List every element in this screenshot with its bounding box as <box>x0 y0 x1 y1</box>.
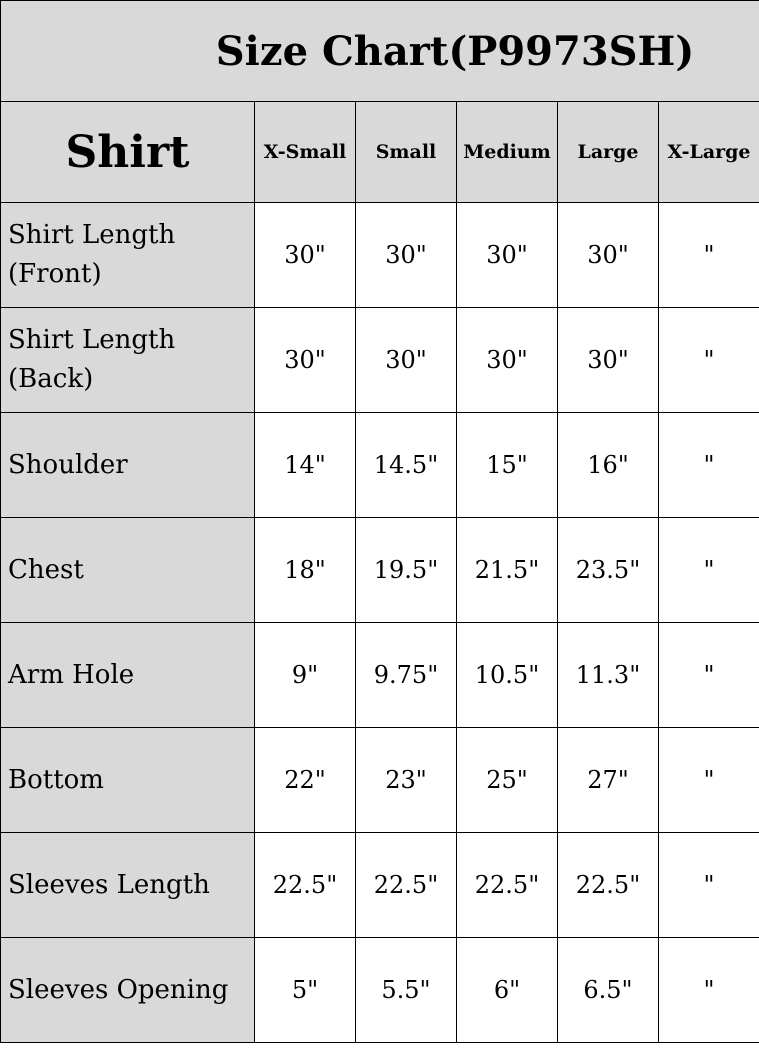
category-header: Shirt <box>0 101 255 203</box>
table-row: Chest 18" 19.5" 21.5" 23.5" " <box>0 517 759 623</box>
label-line: Bottom <box>8 764 104 795</box>
measurement-value: " <box>657 622 759 728</box>
label-line: Sleeves Opening <box>8 974 229 1005</box>
measurement-value: 5.5" <box>355 937 457 1043</box>
table-row: Arm Hole 9" 9.75" 10.5" 11.3" " <box>0 622 759 728</box>
label-line: (Back) <box>8 364 94 394</box>
table-row: Shoulder 14" 14.5" 15" 16" " <box>0 412 759 518</box>
measurement-value: 27" <box>557 727 659 833</box>
measurement-label: Shoulder <box>0 412 255 518</box>
label-line: Shoulder <box>8 449 128 480</box>
measurement-label: Chest <box>0 517 255 623</box>
measurement-label: Shirt Length (Back) <box>0 307 255 413</box>
measurement-value: 23.5" <box>557 517 659 623</box>
measurement-value: 30" <box>456 307 558 413</box>
measurement-label: Arm Hole <box>0 622 255 728</box>
label-line: Chest <box>8 554 84 585</box>
measurement-label: Sleeves Length <box>0 832 255 938</box>
measurement-value: 30" <box>355 202 457 308</box>
size-header: Small <box>355 101 457 203</box>
label-line: Arm Hole <box>8 659 135 690</box>
measurement-value: 6" <box>456 937 558 1043</box>
header-row: Shirt X-Small Small Medium Large X-Large <box>0 101 759 203</box>
measurement-value: 18" <box>254 517 356 623</box>
measurement-value: 14.5" <box>355 412 457 518</box>
label-line: Sleeves Length <box>8 869 210 900</box>
table-row: Sleeves Length 22.5" 22.5" 22.5" 22.5" " <box>0 832 759 938</box>
measurement-value: 23" <box>355 727 457 833</box>
measurement-value: 22.5" <box>456 832 558 938</box>
measurement-value: 30" <box>254 202 356 308</box>
table-row: Bottom 22" 23" 25" 27" " <box>0 727 759 833</box>
size-header: X-Large <box>657 101 759 203</box>
measurement-label: Shirt Length (Front) <box>0 202 255 308</box>
table-row: Sleeves Opening 5" 5.5" 6" 6.5" " <box>0 937 759 1043</box>
label-line: Shirt Length <box>8 325 176 355</box>
measurement-value: 21.5" <box>456 517 558 623</box>
measurement-value: 22" <box>254 727 356 833</box>
measurement-value: " <box>657 517 759 623</box>
measurement-value: 16" <box>557 412 659 518</box>
measurement-value: 15" <box>456 412 558 518</box>
measurement-value: " <box>657 727 759 833</box>
measurement-label: Bottom <box>0 727 255 833</box>
size-header: Medium <box>456 101 558 203</box>
measurement-value: 25" <box>456 727 558 833</box>
measurement-value: 11.3" <box>557 622 659 728</box>
label-line: Shirt Length <box>8 220 176 250</box>
measurement-value: 19.5" <box>355 517 457 623</box>
measurement-value: 30" <box>456 202 558 308</box>
measurement-value: 22.5" <box>355 832 457 938</box>
measurement-value: " <box>657 412 759 518</box>
measurement-value: 6.5" <box>557 937 659 1043</box>
measurement-value: " <box>657 832 759 938</box>
measurement-value: 30" <box>557 307 659 413</box>
measurement-value: 5" <box>254 937 356 1043</box>
measurement-value: " <box>657 937 759 1043</box>
measurement-value: 30" <box>557 202 659 308</box>
measurement-value: 14" <box>254 412 356 518</box>
chart-title: Size Chart(P9973SH) <box>0 0 759 102</box>
measurement-value: 30" <box>355 307 457 413</box>
measurement-value: 22.5" <box>254 832 356 938</box>
measurement-value: 10.5" <box>456 622 558 728</box>
table-row: Shirt Length (Back) 30" 30" 30" 30" " <box>0 307 759 413</box>
table-row: Shirt Length (Front) 30" 30" 30" 30" " <box>0 202 759 308</box>
measurement-value: 9.75" <box>355 622 457 728</box>
size-header: Large <box>557 101 659 203</box>
label-line: (Front) <box>8 259 102 289</box>
measurement-label: Sleeves Opening <box>0 937 255 1043</box>
size-header: X-Small <box>254 101 356 203</box>
measurement-value: 22.5" <box>557 832 659 938</box>
measurement-value: 9" <box>254 622 356 728</box>
measurement-value: " <box>657 202 759 308</box>
measurement-value: 30" <box>254 307 356 413</box>
measurement-value: " <box>657 307 759 413</box>
